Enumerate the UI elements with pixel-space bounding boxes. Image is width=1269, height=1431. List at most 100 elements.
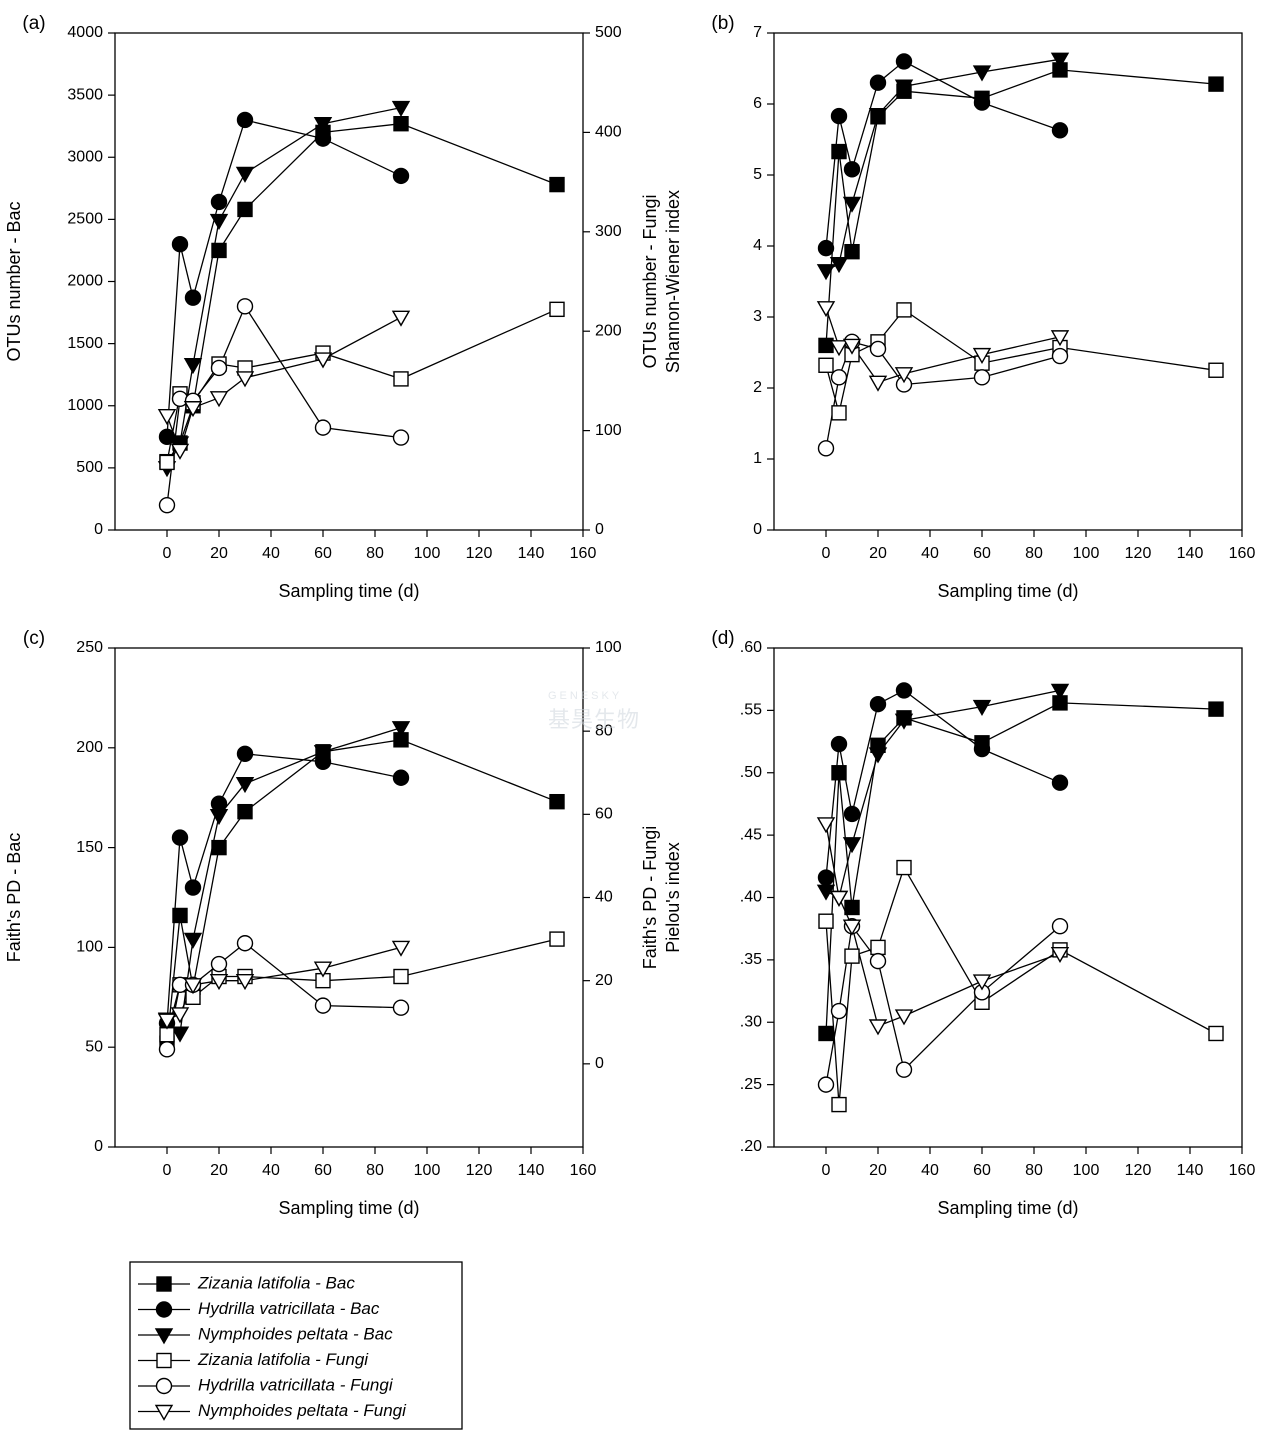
y2-tick-label: 60	[595, 806, 613, 823]
point-nymphoides-peltata-fungi	[816, 301, 836, 318]
point-hydrilla-vatricillata-bac	[184, 289, 202, 306]
legend-box	[129, 1261, 463, 1430]
plot-frame	[114, 32, 584, 531]
point-nymphoides-peltata-fungi	[868, 1019, 888, 1036]
y-tick-label: 200	[76, 739, 103, 756]
y-tick-label: 0	[94, 1138, 103, 1155]
x-tick-label: 60	[973, 545, 991, 562]
point-hydrilla-vatricillata-bac	[210, 193, 228, 211]
point-zizania-latifolia-fungi	[159, 454, 175, 471]
legend-marker-zizania-latifolia-bac	[156, 1276, 172, 1292]
point-nymphoides-peltata-fungi	[157, 1013, 177, 1030]
x-tick-label: 80	[1025, 545, 1043, 562]
panel-a: (a)0 20 40 60 80 100 120 140 1600500100015002000…	[4, 13, 660, 601]
legend-label: Hydrilla vatricillata - Fungi	[198, 1375, 394, 1394]
point-nymphoides-peltata-fungi	[829, 890, 849, 907]
series-lines	[166, 727, 558, 1050]
panel-label: (a)	[22, 13, 45, 34]
series-line-hydrilla-vatricillata-bac	[825, 60, 1061, 249]
series-line-nymphoides-peltata-bac	[166, 106, 402, 469]
point-hydrilla-vatricillata-fungi	[817, 1076, 835, 1093]
point-nymphoides-peltata-fungi	[972, 974, 992, 991]
point-nymphoides-peltata-bac	[972, 65, 992, 82]
x-tick-label: 20	[210, 1162, 228, 1179]
point-nymphoides-peltata-bac	[868, 747, 888, 764]
x-axis-label: Sampling time (d)	[937, 1198, 1078, 1218]
y-axis-label: Pielou's index	[663, 842, 683, 953]
point-nymphoides-peltata-fungi	[170, 1007, 190, 1024]
series-markers	[157, 100, 565, 514]
point-nymphoides-peltata-bac	[1050, 52, 1070, 69]
series-line-zizania-latifolia-fungi	[825, 309, 1217, 414]
legend-label: Nymphoides peltata - Bac	[198, 1324, 393, 1343]
point-zizania-latifolia-fungi	[870, 939, 886, 956]
x-tick-label: 40	[262, 1162, 280, 1179]
y2-tick-label: 400	[595, 124, 622, 141]
series-line-nymphoides-peltata-fungi	[166, 946, 402, 1021]
point-nymphoides-peltata-bac	[313, 745, 333, 762]
watermark: GENESKY 基昊生物	[548, 690, 640, 734]
point-nymphoides-peltata-bac	[868, 107, 888, 125]
point-hydrilla-vatricillata-bac	[314, 130, 332, 147]
y2-tick-label: 300	[595, 223, 622, 240]
point-nymphoides-peltata-bac	[183, 932, 203, 949]
y-tick-label: 3500	[67, 86, 103, 103]
point-nymphoides-peltata-bac	[183, 358, 203, 375]
point-hydrilla-vatricillata-bac	[171, 236, 189, 253]
point-hydrilla-vatricillata-fungi	[158, 496, 176, 514]
point-nymphoides-peltata-fungi	[209, 391, 229, 408]
x-tick-label: 40	[921, 545, 939, 562]
x-tick-label: 60	[314, 545, 332, 562]
y-axis-label: Shannon-Wiener index	[663, 190, 683, 373]
panel-d: (d) 0 20 40 60 80 100 120 140 160 .20 .25 .30 .35 .40.…	[663, 628, 1255, 1218]
point-nymphoides-peltata-fungi	[391, 940, 411, 957]
y-tick-label: 1500	[67, 335, 103, 352]
x-tick-label: 140	[1177, 545, 1204, 562]
x-tick-label: 120	[1125, 1162, 1152, 1179]
y-tick-label: .55	[740, 702, 762, 719]
x-tick-label: 120	[1125, 545, 1152, 562]
point-zizania-latifolia-bac	[237, 201, 253, 218]
series-line-zizania-latifolia-bac	[825, 702, 1217, 1034]
y2-tick-label: 20	[595, 972, 613, 989]
point-hydrilla-vatricillata-bac	[817, 869, 835, 886]
series-line-hydrilla-vatricillata-fungi	[166, 942, 402, 1050]
point-zizania-latifolia-bac	[1208, 76, 1224, 92]
point-hydrilla-vatricillata-bac	[171, 829, 189, 846]
series-line-zizania-latifolia-fungi	[166, 938, 558, 1035]
point-zizania-latifolia-bac	[211, 839, 227, 856]
legend-marker-zizania-latifolia-fungi	[156, 1352, 172, 1369]
point-hydrilla-vatricillata-bac	[973, 740, 991, 758]
point-hydrilla-vatricillata-bac	[392, 769, 410, 786]
x-tick-label: 160	[570, 1162, 597, 1179]
point-zizania-latifolia-fungi	[549, 931, 565, 947]
y-tick-label: 2000	[67, 273, 103, 290]
y-tick-label: 6	[753, 95, 762, 112]
point-nymphoides-peltata-fungi	[1050, 330, 1070, 347]
point-nymphoides-peltata-fungi	[868, 375, 888, 392]
point-nymphoides-peltata-fungi	[313, 352, 333, 369]
point-hydrilla-vatricillata-bac	[830, 107, 848, 125]
x-tick-label: 40	[921, 1162, 939, 1179]
point-hydrilla-vatricillata-fungi	[236, 935, 254, 952]
point-nymphoides-peltata-fungi	[183, 401, 203, 418]
point-hydrilla-vatricillata-fungi	[1051, 347, 1069, 365]
point-zizania-latifolia-fungi	[831, 405, 847, 421]
point-zizania-latifolia-bac	[549, 176, 565, 193]
point-hydrilla-vatricillata-fungi	[158, 1041, 176, 1058]
y2-axis-label: Faith's PD - Fungi	[640, 826, 660, 969]
legend-label: Nymphoides peltata - Fungi	[198, 1401, 407, 1420]
panel-label: (d)	[711, 628, 734, 649]
point-zizania-latifolia-bac	[237, 803, 253, 820]
point-hydrilla-vatricillata-bac	[210, 795, 228, 812]
series-line-zizania-latifolia-fungi	[166, 308, 558, 463]
point-nymphoides-peltata-fungi	[842, 338, 862, 355]
series-line-zizania-latifolia-bac	[166, 739, 558, 1044]
y2-axis-label: OTUs number - Fungi	[640, 194, 660, 368]
point-zizania-latifolia-fungi	[393, 371, 409, 387]
y-tick-label: 50	[85, 1038, 103, 1055]
series-line-nymphoides-peltata-fungi	[166, 316, 402, 453]
y2-tick-label: 500	[595, 24, 622, 41]
y-tick-label: .60	[740, 639, 762, 656]
